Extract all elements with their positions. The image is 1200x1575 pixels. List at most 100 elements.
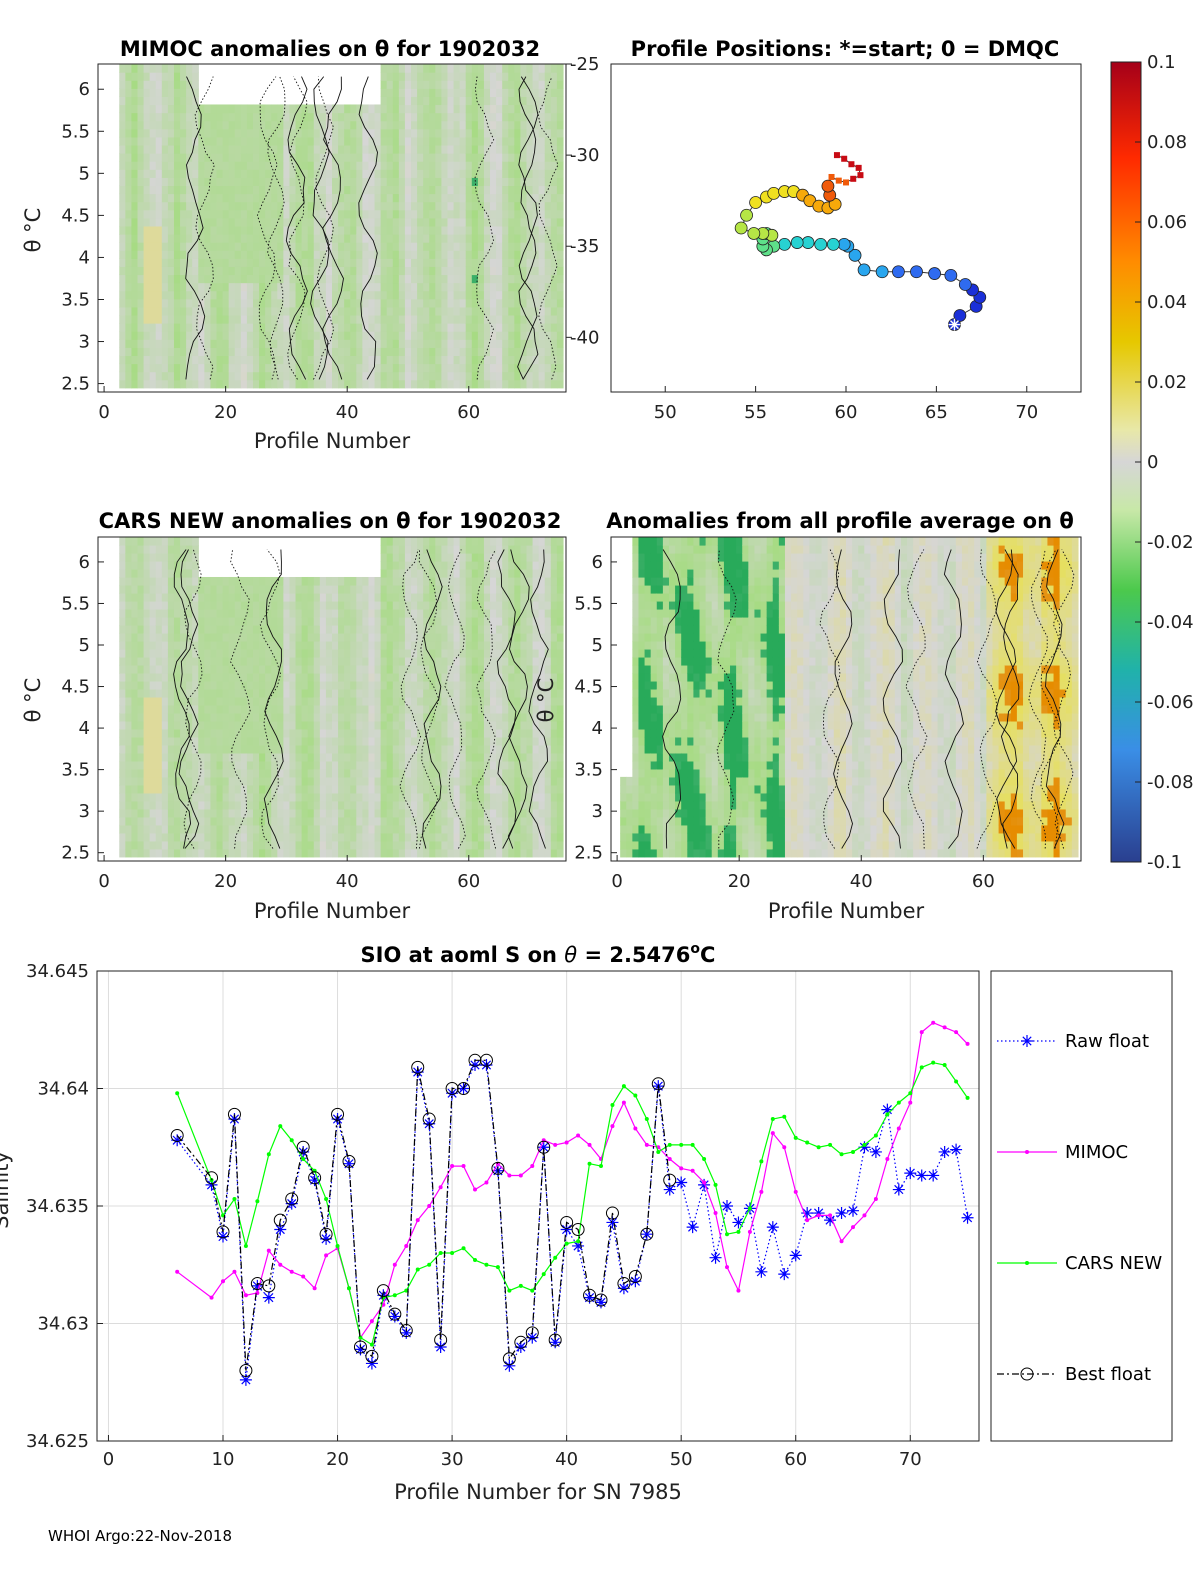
heat-cell <box>301 648 309 658</box>
heat-cell <box>429 314 436 324</box>
heat-cell <box>471 331 479 340</box>
heat-cell <box>471 161 479 170</box>
heat-cell <box>496 298 503 308</box>
heat-cell <box>447 632 455 642</box>
heat-cell <box>234 314 242 324</box>
heat-cell <box>246 136 254 146</box>
heat-cell <box>204 696 212 706</box>
heat-cell <box>332 792 339 802</box>
heat-cell <box>526 347 534 357</box>
heat-cell <box>356 584 363 594</box>
heat-cell <box>532 274 540 284</box>
heat-cell <box>459 760 467 770</box>
heat-cell <box>283 112 291 122</box>
heat-cell <box>453 363 461 373</box>
heat-cell <box>161 672 169 682</box>
heat-cell <box>502 193 509 203</box>
heat-cell <box>508 331 515 340</box>
heat-cell <box>186 584 193 594</box>
heat-cell <box>252 144 260 154</box>
heat-cell <box>277 736 284 746</box>
heat-cell <box>301 680 309 690</box>
heat-cell <box>502 371 509 381</box>
heat-cell <box>386 201 394 211</box>
heat-cell <box>301 282 309 292</box>
heat-cell <box>319 217 327 227</box>
heat-cell <box>380 282 388 292</box>
heat-cell <box>307 600 315 610</box>
heat-cell <box>283 832 291 842</box>
heat-cell <box>180 64 187 73</box>
heat-cell <box>356 185 363 195</box>
heat-cell <box>386 648 394 658</box>
heat-cell <box>459 258 467 267</box>
heat-cell <box>429 96 436 106</box>
heat-cell <box>453 816 461 826</box>
heat-cell <box>313 355 321 365</box>
heat-cell <box>441 371 449 381</box>
heat-cell <box>490 339 497 348</box>
heat-cell <box>447 592 455 602</box>
heat-cell <box>435 776 443 786</box>
heat-cell <box>417 80 424 89</box>
heat-cell <box>319 258 327 267</box>
heat-cell <box>161 616 169 626</box>
heat-cell <box>490 250 497 259</box>
heat-cell <box>490 242 497 251</box>
heat-cell <box>356 274 363 284</box>
heat-cell <box>319 792 327 802</box>
heat-cell <box>192 177 199 187</box>
heat-cell <box>380 608 388 618</box>
heat-cell <box>228 848 236 858</box>
heat-cell <box>307 640 315 650</box>
heat-cell <box>307 776 315 786</box>
heat-cell <box>490 209 497 219</box>
heat-cell <box>344 632 351 642</box>
heat-cell <box>283 144 291 154</box>
heat-cell <box>374 680 382 690</box>
heat-cell <box>216 225 224 235</box>
heat-cell <box>295 832 303 842</box>
heat-cell <box>173 776 181 786</box>
heat-cell <box>423 193 430 203</box>
heat-cell <box>435 193 443 203</box>
heat-cell <box>228 153 236 162</box>
heat-cell <box>125 96 133 106</box>
heat-cell <box>307 282 315 292</box>
heat-cell <box>137 266 145 276</box>
heat-cell <box>459 201 467 211</box>
heat-cell <box>344 768 351 778</box>
heat-cell <box>556 80 564 89</box>
heat-cell <box>532 282 540 292</box>
heat-cell <box>441 290 449 300</box>
heat-cell <box>465 72 473 81</box>
heat-cell <box>289 209 297 219</box>
heat-cell <box>404 576 412 586</box>
heat-cell <box>471 290 479 300</box>
heat-cell <box>526 355 534 365</box>
heat-cell <box>447 104 455 114</box>
heat-cell <box>173 568 181 578</box>
heat-cell <box>392 233 400 243</box>
heat-cell <box>222 824 230 834</box>
heat-cell <box>338 177 345 187</box>
heat-cell <box>301 824 309 834</box>
heat-cell <box>465 347 473 357</box>
heat-cell <box>289 712 297 722</box>
heat-cell <box>350 792 357 802</box>
heat-cell <box>429 736 436 746</box>
heat-cell <box>338 250 345 259</box>
heat-cell <box>222 576 230 586</box>
heat-cell <box>538 169 546 178</box>
heat-cell <box>362 331 370 340</box>
heat-cell <box>252 379 260 389</box>
heat-cell <box>192 832 199 842</box>
heat-cell <box>228 193 236 203</box>
heat-cell <box>167 537 175 546</box>
heat-cell <box>167 728 175 738</box>
heat-cell <box>131 808 139 818</box>
heat-cell <box>289 225 297 235</box>
heat-cell <box>556 169 564 178</box>
heat-cell <box>277 648 284 658</box>
heat-cell <box>186 568 193 578</box>
